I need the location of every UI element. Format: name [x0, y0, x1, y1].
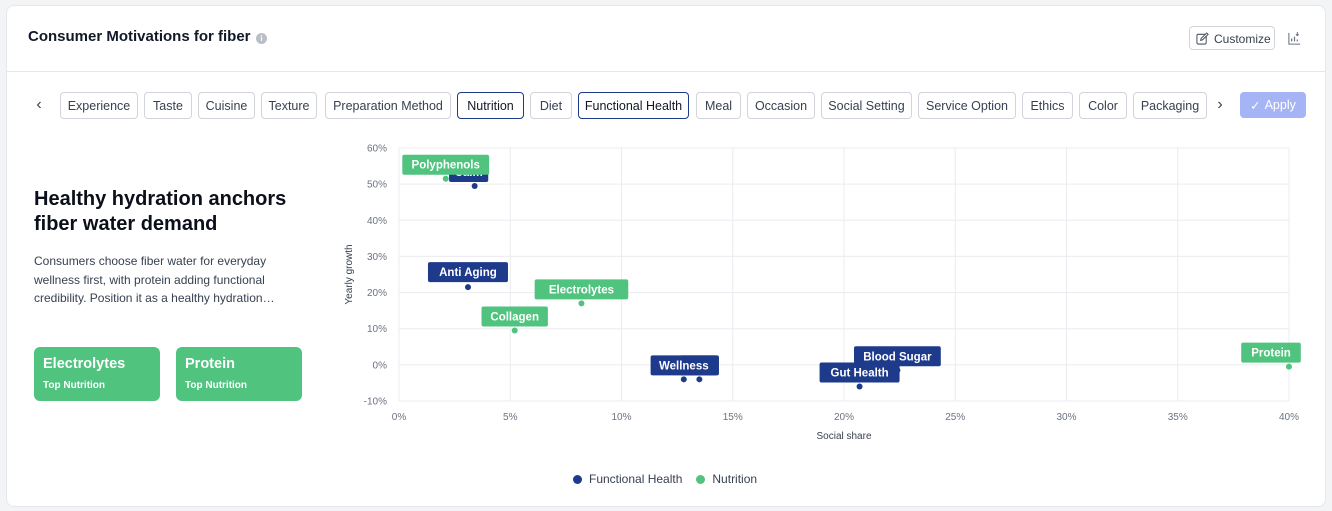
filter-chip-packaging[interactable]: Packaging	[1133, 92, 1207, 119]
x-tick-label: 35%	[1168, 412, 1188, 423]
data-label-box	[534, 279, 629, 300]
scatter-chart: 0% 5% 10% 15% 20% 25% 30% 35% 40% 60% 50% 40% 30% 20%…	[344, 144, 1301, 442]
y-tick-label: 60%	[367, 144, 387, 155]
scroll-right-icon[interactable]: ›	[1217, 96, 1223, 113]
apply-button[interactable]: ✓ Apply	[1240, 92, 1306, 118]
data-label: Gut Health	[831, 368, 889, 380]
data-label: Polyphenols	[412, 160, 480, 172]
y-tick-label: 40%	[367, 216, 387, 227]
data-point-heat	[696, 376, 703, 383]
data-label: Anti Aging	[439, 267, 497, 279]
card-header: Consumer Motivations for fiber i Customi…	[7, 6, 1325, 72]
legend-swatch-nutrition	[696, 474, 706, 484]
apply-label: Apply	[1264, 98, 1296, 112]
data-label: Blood Sugar	[863, 351, 932, 363]
y-tick-label: 0%	[373, 360, 388, 371]
customize-button[interactable]: Customize	[1189, 26, 1275, 50]
data-label-box	[819, 362, 900, 383]
scroll-left-icon[interactable]: ‹	[36, 96, 42, 113]
edit-icon	[1196, 32, 1209, 45]
legend-item-nutrition[interactable]: Nutrition	[696, 472, 757, 486]
filter-chip-color[interactable]: Color	[1079, 92, 1127, 119]
x-tick-label: 40%	[1279, 412, 1299, 423]
export-chart-icon[interactable]	[1287, 31, 1302, 46]
y-axis-label: Yearly growth	[344, 244, 355, 304]
data-label-box	[650, 355, 717, 376]
legend-swatch-functional-health	[573, 474, 582, 484]
x-axis-label: Social share	[816, 431, 871, 442]
x-tick-label: 10%	[611, 412, 631, 423]
data-label-box	[427, 262, 508, 283]
y-tick-label: -10%	[364, 397, 387, 408]
filter-chip-nutrition[interactable]: Nutrition	[457, 92, 524, 119]
data-label: Electrolytes	[549, 284, 614, 296]
y-tick-label: 20%	[367, 288, 387, 299]
data-point-calm	[471, 182, 478, 189]
x-tick-label: 30%	[1056, 412, 1076, 423]
kpi-card-electrolytes: Electrolytes Top Nutrition	[34, 347, 160, 401]
data-point-protein	[1286, 363, 1292, 370]
filter-bar: ‹ Experience Taste Cuisine Texture Preparati…	[7, 92, 1325, 122]
data-point-anti-aging	[464, 284, 471, 291]
filter-chip-experience[interactable]: Experience	[60, 92, 138, 119]
y-tick-label: 30%	[367, 252, 387, 263]
data-point-electrolytes	[578, 300, 585, 307]
check-icon: ✓	[1250, 98, 1261, 113]
y-tick-label: 10%	[367, 324, 387, 335]
legend-label: Nutrition	[712, 472, 758, 486]
filter-chip-texture[interactable]: Texture	[261, 92, 317, 119]
data-point-collagen	[511, 327, 518, 334]
filter-chip-social-setting[interactable]: Social Setting	[821, 92, 912, 119]
filter-chip-ethics[interactable]: Ethics	[1022, 92, 1073, 119]
chart-legend: Functional Health Nutrition	[573, 471, 771, 487]
filter-chip-taste[interactable]: Taste	[144, 92, 192, 119]
data-label-box	[854, 346, 941, 367]
x-tick-label: 5%	[503, 412, 518, 423]
data-label-box	[481, 306, 548, 327]
x-tick-label: 0%	[392, 412, 407, 423]
data-point-wellness	[680, 376, 687, 383]
kpi-value: Electrolytes	[43, 356, 126, 372]
chart-card: Consumer Motivations for fiber i Customi…	[6, 5, 1326, 507]
data-label-box	[402, 154, 490, 175]
data-point-polyphenols	[442, 175, 449, 182]
filter-chip-functional-health[interactable]: Functional Health	[578, 92, 689, 119]
y-tick-label: 50%	[367, 180, 387, 191]
filter-chip-occasion[interactable]: Occasion	[747, 92, 815, 119]
page-title: Consumer Motivations for fiber	[28, 28, 251, 45]
insight-description: Consumers choose fiber water for everyda…	[34, 254, 275, 305]
kpi-value: Protein	[185, 356, 235, 372]
x-tick-label: 20%	[834, 412, 854, 423]
legend-item-functional-health[interactable]: Functional Health	[573, 472, 682, 486]
filter-chip-cuisine[interactable]: Cuisine	[198, 92, 255, 119]
filter-chip-diet[interactable]: Diet	[530, 92, 572, 119]
filter-chip-preparation-method[interactable]: Preparation Method	[325, 92, 451, 119]
data-label-box	[1241, 342, 1301, 363]
legend-label: Functional Health	[589, 472, 683, 486]
filter-chip-service-option[interactable]: Service Option	[918, 92, 1016, 119]
info-icon[interactable]: i	[256, 33, 267, 44]
filter-chip-meal[interactable]: Meal	[696, 92, 741, 119]
kpi-label: Top Nutrition	[185, 380, 248, 391]
kpi-label: Top Nutrition	[43, 380, 106, 391]
data-label: Wellness	[659, 360, 709, 372]
kpi-card-protein: Protein Top Nutrition	[176, 347, 302, 401]
x-tick-label: 25%	[945, 412, 965, 423]
data-label: Collagen	[490, 312, 539, 324]
insight-headline: Healthy hydration anchors fiber water de…	[34, 188, 287, 235]
data-point-gut-health	[856, 383, 863, 390]
x-tick-label: 15%	[723, 412, 743, 423]
customize-label: Customize	[1214, 32, 1271, 46]
data-label: Protein	[1251, 348, 1291, 360]
